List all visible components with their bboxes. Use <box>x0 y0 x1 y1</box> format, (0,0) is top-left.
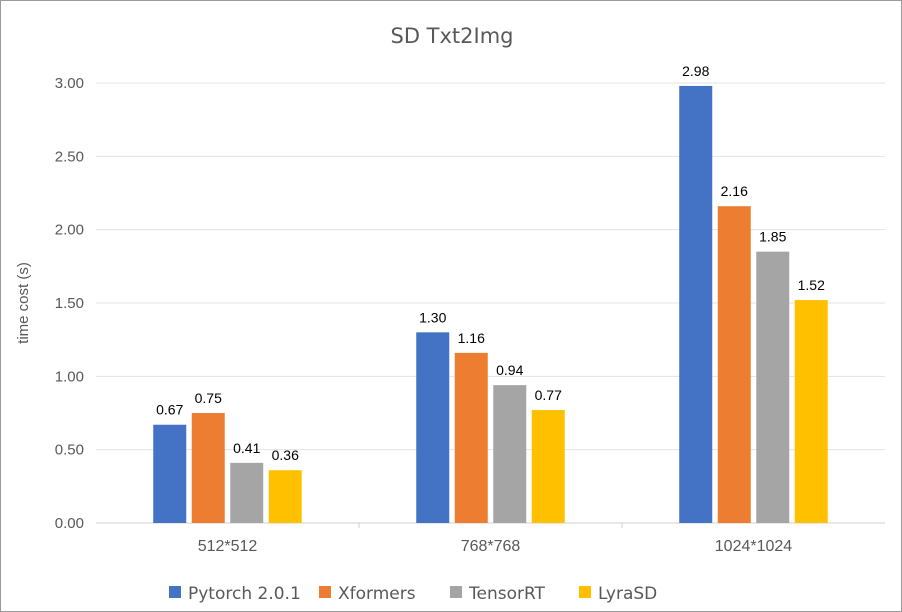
x-tick-label: 512*512 <box>198 538 258 555</box>
y-axis-label: time cost (s) <box>15 262 32 344</box>
data-label: 1.30 <box>419 309 446 325</box>
y-tick-label: 1.50 <box>55 295 84 312</box>
data-label: 0.94 <box>496 362 523 378</box>
data-label: 0.36 <box>272 447 299 463</box>
data-label: 2.98 <box>682 63 709 79</box>
bar-pytorch-2-0-1 <box>416 332 450 523</box>
legend-swatch <box>579 586 591 598</box>
data-label: 1.85 <box>759 229 786 245</box>
bar-lyrasd <box>531 410 565 523</box>
chart-title: SD Txt2Img <box>390 24 513 48</box>
y-tick-label: 0.50 <box>55 442 84 459</box>
data-label: 0.75 <box>195 390 222 406</box>
legend-label: LyraSD <box>598 584 657 604</box>
bar-pytorch-2-0-1 <box>153 424 187 523</box>
bar-xformers <box>191 413 225 523</box>
bar-lyrasd <box>794 300 828 523</box>
bar-tensorrt <box>493 385 527 523</box>
legend-swatch <box>450 586 462 598</box>
y-tick-label: 2.00 <box>55 222 84 239</box>
legend-label: TensorRT <box>468 584 546 604</box>
x-tick-label: 768*768 <box>461 538 521 555</box>
y-tick-label: 2.50 <box>55 148 84 165</box>
data-label: 0.67 <box>156 402 183 418</box>
data-label: 2.16 <box>721 183 748 199</box>
bar-tensorrt <box>756 251 790 523</box>
x-tick-label: 1024*1024 <box>715 538 793 555</box>
bar-lyrasd <box>268 470 302 523</box>
y-tick-label: 0.00 <box>55 515 84 532</box>
data-label: 1.52 <box>798 277 825 293</box>
y-tick-label: 1.00 <box>55 368 84 385</box>
legend-swatch <box>319 586 331 598</box>
bar-tensorrt <box>230 462 264 523</box>
bar-xformers <box>717 206 751 523</box>
data-label: 0.77 <box>535 387 562 403</box>
data-label: 1.16 <box>458 330 485 346</box>
legend-label: Pytorch 2.0.1 <box>188 584 301 604</box>
bar-xformers <box>454 352 488 523</box>
bar-pytorch-2-0-1 <box>679 85 713 523</box>
data-label: 0.41 <box>233 440 260 456</box>
y-tick-label: 3.00 <box>55 75 84 92</box>
legend-label: Xformers <box>338 584 416 604</box>
legend-swatch <box>169 586 181 598</box>
